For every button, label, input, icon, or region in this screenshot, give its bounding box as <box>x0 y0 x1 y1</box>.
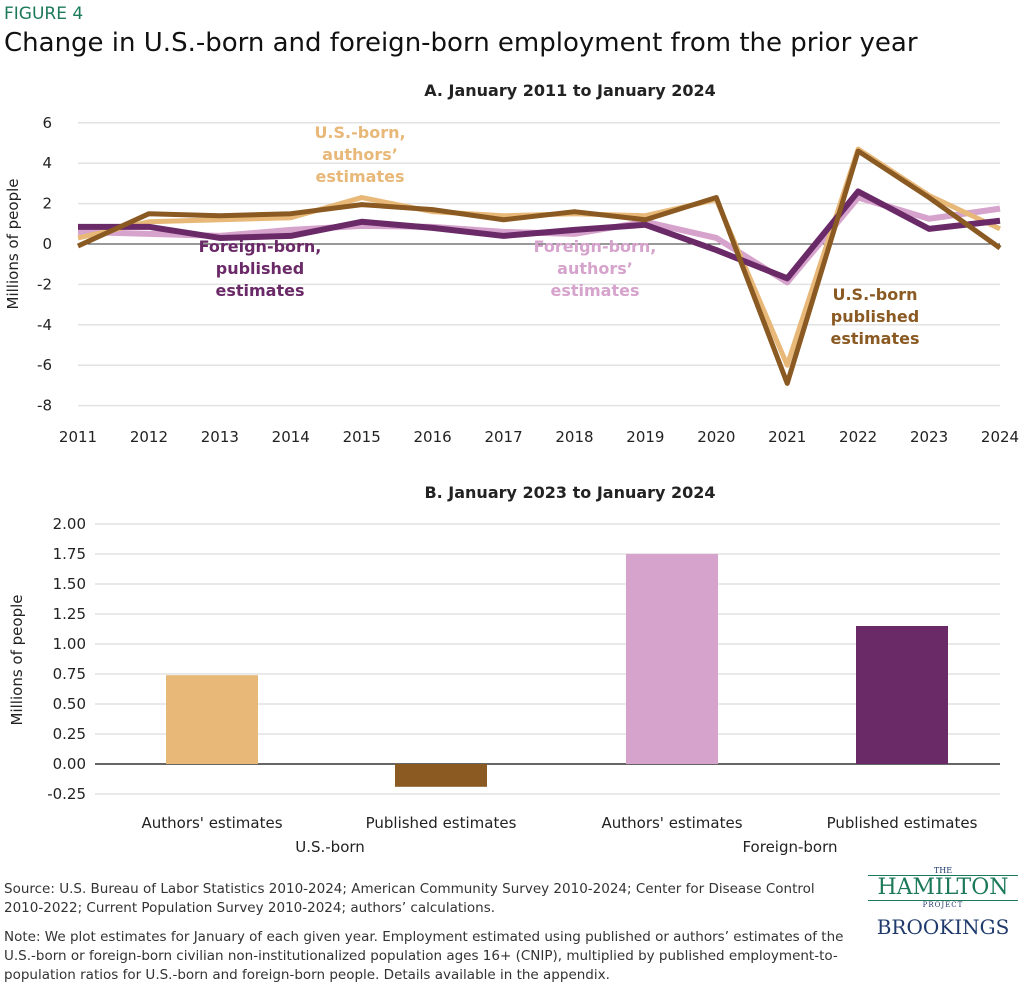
series-label-3: U.S.-born published estimates <box>831 285 920 348</box>
logo-hamilton: HAMILTON <box>868 875 1018 901</box>
category-label: Authors' estimates <box>601 814 742 832</box>
category-label: Published estimates <box>827 814 978 832</box>
y-tick-label: -0.25 <box>47 785 86 803</box>
x-tick-label: 2022 <box>839 428 877 446</box>
bar-3 <box>856 626 948 764</box>
x-tick-label: 2011 <box>59 428 97 446</box>
series-line-2 <box>78 188 1001 282</box>
y-tick-label: -4 <box>37 316 52 334</box>
y-tick-label: 6 <box>42 114 52 132</box>
y-tick-label: 1.50 <box>53 575 86 593</box>
bar-chart: B. January 2023 to January 2024 Millions … <box>8 483 1000 856</box>
chart-title: Change in U.S.-born and foreign-born emp… <box>4 28 918 58</box>
y-tick-label: 0.00 <box>53 755 86 773</box>
group-label: U.S.-born <box>295 838 365 856</box>
logo-the: THE <box>933 866 953 875</box>
x-tick-label: 2023 <box>910 428 948 446</box>
series-label-0: Foreign-born, authors’ estimates <box>534 237 657 300</box>
series-line-3 <box>76 148 1002 386</box>
y-tick-label: 0 <box>42 235 52 253</box>
logo-project: PROJECT <box>922 901 964 909</box>
x-tick-label: 2016 <box>414 428 452 446</box>
group-label: Foreign-born <box>742 838 837 856</box>
category-label: Published estimates <box>366 814 517 832</box>
y-tick-label: 4 <box>42 154 52 172</box>
category-label: Authors' estimates <box>141 814 282 832</box>
methodology-note: Note: We plot estimates for January of e… <box>4 929 844 983</box>
y-axis-label: Millions of people <box>8 595 26 726</box>
y-tick-label: -2 <box>37 275 52 293</box>
x-tick-label: 2024 <box>981 428 1019 446</box>
y-tick-label: 2.00 <box>53 515 86 533</box>
source-note: Source: U.S. Bureau of Labor Statistics … <box>4 881 815 916</box>
y-tick-label: 0.25 <box>53 725 86 743</box>
series-label-1: U.S.-born, authors’ estimates <box>314 123 405 186</box>
series-label-2: Foreign-born, published estimates <box>199 237 322 300</box>
bar-1 <box>395 764 487 787</box>
y-tick-label: 1.00 <box>53 635 86 653</box>
brookings-logo: BROOKINGS <box>876 915 1010 939</box>
panel-b-title: B. January 2023 to January 2024 <box>424 483 715 502</box>
x-tick-label: 2015 <box>343 428 381 446</box>
x-tick-label: 2020 <box>697 428 735 446</box>
panel-a-title: A. January 2011 to January 2024 <box>424 81 716 100</box>
hamilton-project-logo: THE HAMILTON PROJECT BROOKINGS <box>868 866 1018 939</box>
y-tick-label: 1.75 <box>53 545 86 563</box>
x-tick-label: 2019 <box>626 428 664 446</box>
y-tick-label: 1.25 <box>53 605 86 623</box>
x-tick-label: 2014 <box>272 428 310 446</box>
bar-0 <box>166 675 258 764</box>
x-tick-label: 2013 <box>201 428 239 446</box>
x-tick-label: 2018 <box>555 428 593 446</box>
x-tick-label: 2012 <box>130 428 168 446</box>
x-tick-label: 2017 <box>484 428 522 446</box>
line-chart: A. January 2011 to January 2024 Millions … <box>4 81 1019 446</box>
y-tick-label: 2 <box>42 195 52 213</box>
y-tick-label: -6 <box>37 356 52 374</box>
y-tick-label: 0.75 <box>53 665 86 683</box>
x-tick-label: 2021 <box>768 428 806 446</box>
bar-2 <box>626 554 718 764</box>
y-axis-label: Millions of people <box>4 179 22 310</box>
y-tick-label: -8 <box>37 397 52 415</box>
y-tick-label: 0.50 <box>53 695 86 713</box>
figure-label: FIGURE 4 <box>4 4 84 24</box>
